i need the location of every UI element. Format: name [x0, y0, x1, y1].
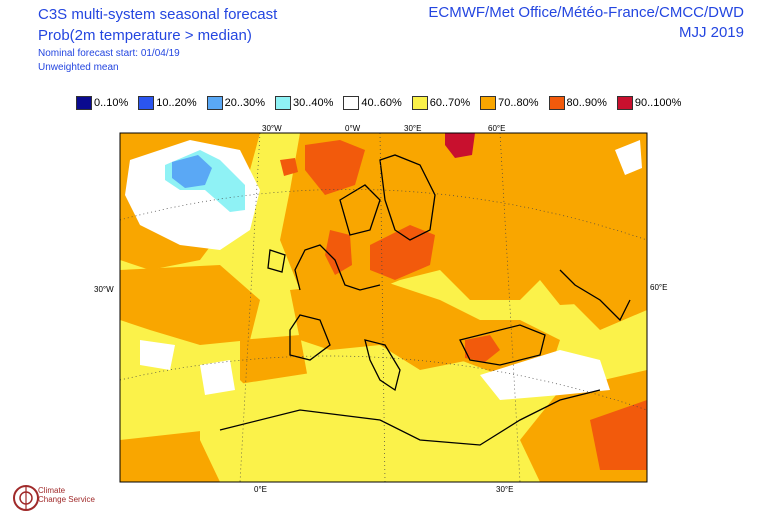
legend-swatch: [138, 96, 155, 110]
legend-label: 60..70%: [429, 97, 471, 109]
legend-label: 40..60%: [361, 97, 402, 109]
forecast-title: C3S multi-system seasonal forecast: [38, 6, 278, 23]
legend-swatch: [480, 96, 497, 110]
legend-swatch: [206, 96, 223, 110]
top-label-1: 0°W: [345, 124, 361, 133]
legend-item: 90..100%: [616, 96, 682, 110]
legend-label: 70..80%: [498, 97, 539, 109]
legend-item: 10..20%: [138, 96, 197, 110]
legend-swatch: [343, 96, 360, 110]
forecast-subtitle: Prob(2m temperature > median): [38, 27, 252, 44]
legend-label: 20..30%: [224, 97, 265, 109]
legend-item: 0..10%: [76, 96, 128, 110]
legend-swatch: [548, 96, 565, 110]
legend-item: 60..70%: [411, 96, 471, 110]
right-label: 60°E: [650, 283, 667, 292]
bottom-label-0: 0°E: [254, 485, 267, 494]
providers-label: ECMWF/Met Office/Météo-France/CMCC/DWD: [428, 4, 744, 21]
probability-legend: 0..10% 10..20% 20..30% 30..40% 40..60% 60..70…: [76, 96, 691, 110]
logo-line-1: Climate: [38, 486, 66, 495]
forecast-start: Nominal forecast start: 01/04/19: [38, 48, 180, 59]
legend-item: 70..80%: [480, 96, 539, 110]
mean-type: Unweighted mean: [38, 62, 119, 73]
legend-item: 20..30%: [206, 96, 265, 110]
bottom-label-1: 30°E: [496, 485, 513, 494]
top-label-3: 60°E: [488, 124, 505, 133]
top-label-2: 30°E: [404, 124, 421, 133]
logo-line-2: Change Service: [38, 495, 95, 504]
legend-swatch: [76, 96, 92, 110]
legend-swatch: [411, 96, 428, 110]
copernicus-logo: [13, 485, 39, 511]
map-frame: [119, 132, 648, 483]
legend-label: 0..10%: [94, 97, 129, 109]
legend-item: 40..60%: [343, 96, 402, 110]
legend-item: 30..40%: [275, 96, 333, 110]
legend-swatch: [275, 96, 291, 110]
period-label: MJJ 2019: [678, 24, 744, 41]
logo-text: Climate Change Service: [38, 486, 95, 504]
legend-swatch: [616, 96, 633, 110]
legend-item: 80..90%: [548, 96, 607, 110]
legend-label: 80..90%: [566, 97, 607, 109]
map-fill: [120, 133, 647, 482]
left-label: 30°W: [94, 285, 114, 294]
legend-label: 90..100%: [634, 97, 682, 109]
legend-label: 30..40%: [293, 97, 334, 109]
legend-label: 10..20%: [156, 97, 197, 109]
top-label-0: 30°W: [262, 124, 282, 133]
